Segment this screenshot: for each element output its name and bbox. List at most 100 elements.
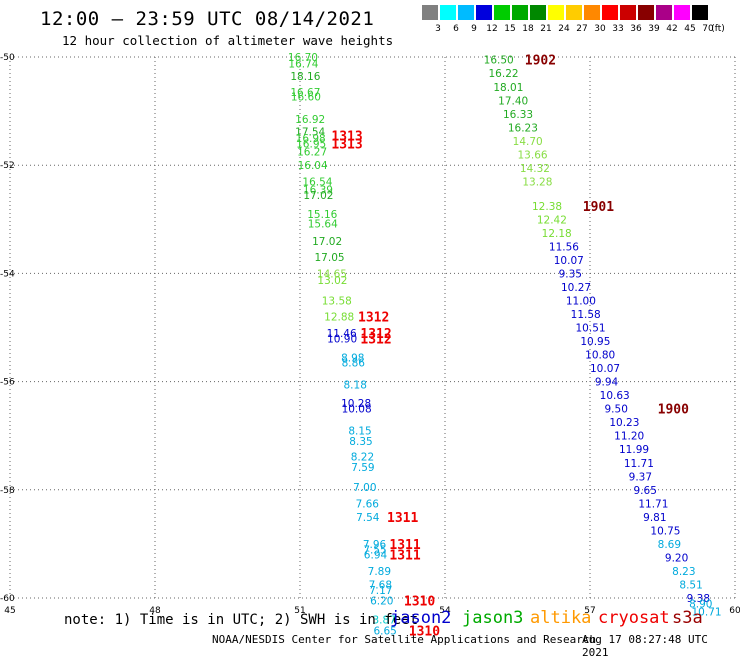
wave-height-point: 6.94: [364, 550, 388, 562]
color-swatch-label: 30: [594, 24, 606, 34]
wave-height-point: 16.04: [298, 160, 328, 172]
wave-height-point: 17.54: [295, 127, 325, 139]
wave-height-point: 8.22: [351, 451, 374, 463]
wave-height-point: 10.75: [650, 525, 680, 537]
color-swatch: [656, 5, 672, 20]
color-swatch: [620, 5, 636, 20]
wave-height-point: 7.55: [363, 544, 386, 556]
wave-height-point: 3.87: [373, 615, 396, 627]
pass-number-label: 1313: [331, 129, 362, 144]
color-swatch: [602, 5, 618, 20]
wave-height-point: 7.54: [356, 512, 380, 524]
x-tick-label: 60: [729, 606, 740, 616]
wave-height-point: 18.16: [290, 71, 320, 83]
pass-number-label: 1310: [409, 624, 440, 639]
chart-title: 12:00 – 23:59 UTC 08/14/2021: [40, 8, 375, 30]
wave-height-point: 14.32: [520, 163, 550, 175]
wave-height-point: 16.92: [295, 114, 325, 126]
y-tick-label: -54: [0, 269, 15, 279]
wave-height-point: 10.08: [342, 404, 372, 416]
y-tick-label: -58: [0, 486, 15, 496]
wave-height-point: 7.68: [369, 579, 392, 591]
color-swatch-label: 39: [648, 24, 660, 34]
wave-height-point: 9.38: [687, 593, 710, 605]
wave-height-point: 13.28: [522, 176, 552, 188]
wave-height-point: 8.18: [344, 379, 367, 391]
wave-height-point: 15.16: [307, 209, 337, 221]
satellite-s3a: s3a: [672, 608, 703, 628]
wave-height-point: 10.95: [580, 336, 610, 348]
color-swatch: [584, 5, 600, 20]
pass-number-label: 1311: [389, 549, 420, 564]
wave-height-point: 8.23: [672, 566, 695, 578]
wave-height-point: 16.54: [302, 176, 332, 188]
color-swatch: [440, 5, 456, 20]
color-scale-unit: (ft): [711, 24, 725, 34]
wave-height-point: 14.70: [513, 136, 543, 148]
color-swatch-label: 70: [702, 24, 714, 34]
wave-height-point: 16.27: [297, 147, 327, 159]
color-swatch-label: 15: [504, 24, 516, 34]
wave-height-point: 12.42: [537, 214, 567, 226]
wave-height-point: 6.20: [370, 596, 393, 608]
wave-height-point: 16.23: [508, 122, 538, 134]
satellite-jason3: jason3: [462, 608, 524, 628]
wave-height-point: 9.50: [605, 404, 628, 416]
color-swatch: [458, 5, 474, 20]
wave-height-point: 15.64: [308, 219, 338, 231]
wave-height-point: 12.38: [532, 201, 562, 213]
wave-height-point: 10.63: [600, 390, 630, 402]
y-tick-label: -60: [0, 594, 15, 604]
y-tick-label: -52: [0, 161, 15, 171]
wave-height-point: 12.88: [324, 312, 354, 324]
generation-timestamp: Aug 17 08:27:48 UTC 2021: [582, 633, 708, 659]
footer-note: note: 1) Time is in UTC; 2) SWH is in fe…: [64, 612, 419, 628]
color-swatch-label: 6: [453, 24, 459, 34]
wave-height-point: 16.67: [290, 87, 320, 99]
wave-height-point: 8.90: [689, 598, 712, 610]
color-swatch-label: 33: [612, 24, 624, 34]
color-swatch: [638, 5, 654, 20]
color-swatch: [566, 5, 582, 20]
wave-height-point: 16.22: [489, 68, 519, 80]
wave-height-point: 16.39: [303, 185, 333, 197]
color-swatch: [530, 5, 546, 20]
pass-number-label: 1902: [525, 54, 556, 69]
wave-height-point: 8.86: [342, 358, 366, 370]
wave-height-point: 10.90: [327, 333, 357, 345]
wave-height-point: 11.71: [638, 498, 668, 510]
wave-height-point: 8.15: [348, 425, 371, 437]
wave-height-point: 12.18: [542, 228, 572, 240]
color-swatch-label: 21: [540, 24, 552, 34]
wave-height-point: 11.99: [619, 444, 649, 456]
wave-height-point: 18.01: [493, 82, 523, 94]
wave-height-point: 7.00: [353, 482, 376, 494]
color-swatch-label: 27: [576, 24, 588, 34]
wave-height-point: 9.94: [595, 377, 619, 389]
wave-height-point: 10.07: [554, 255, 584, 267]
wave-height-point: 11.00: [566, 295, 596, 307]
color-swatch-label: 36: [630, 24, 642, 34]
wave-height-point: 9.81: [643, 512, 666, 524]
color-swatch: [494, 5, 510, 20]
pass-number-label: 1900: [658, 403, 689, 418]
x-tick-label: 57: [584, 606, 595, 616]
wave-height-point: 11.58: [571, 309, 601, 321]
y-tick-label: -56: [0, 378, 15, 388]
wave-height-point: 8.35: [349, 436, 372, 448]
color-swatch-label: 45: [684, 24, 696, 34]
wave-height-point: 17.40: [498, 95, 528, 107]
wave-height-point: 11.56: [549, 241, 579, 253]
x-tick-label: 45: [4, 606, 15, 616]
satellite-altika: altika: [530, 608, 592, 628]
color-swatch: [422, 5, 438, 20]
pass-number-label: 1312: [360, 327, 391, 342]
wave-height-point: 7.17: [369, 585, 392, 597]
color-swatch-label: 42: [666, 24, 678, 34]
wave-height-point: 11.46: [327, 328, 357, 340]
pass-number-label: 1901: [583, 200, 614, 215]
color-swatch-label: 18: [522, 24, 534, 34]
wave-height-point: 10.80: [585, 350, 615, 362]
wave-height-point: 10.28: [341, 398, 371, 410]
